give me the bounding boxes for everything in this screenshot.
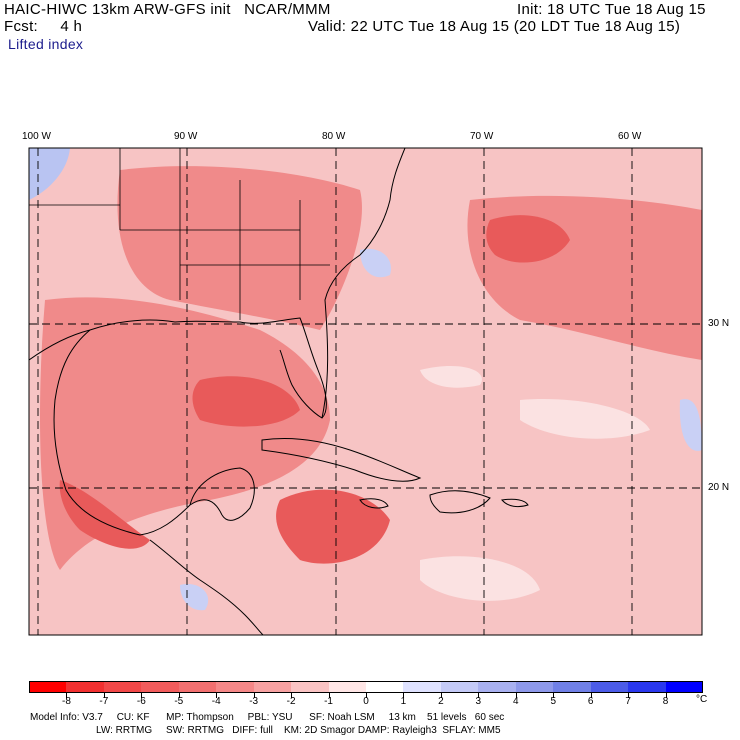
model-info-line-2: LW: RRTMG SW: RRTMG DIFF: full KM: 2D Sm… [96, 725, 501, 736]
atlantic-coast-line [321, 148, 406, 419]
gulf-coast-line [29, 317, 327, 419]
colorbar-segment [478, 681, 517, 693]
colorbar-label: 1 [400, 696, 407, 707]
colorbar-tick [403, 693, 405, 698]
colorbar-tick [141, 693, 143, 698]
colorbar-tick [366, 693, 367, 698]
colorbar-tick [178, 693, 180, 698]
colorbar-segment [253, 681, 292, 693]
puerto-rico-outline [501, 498, 529, 508]
field-name: Lifted index [8, 36, 84, 52]
colorbar-tick [553, 693, 555, 698]
colorbar-segment [515, 681, 554, 693]
lon-label-70w: 70 W [470, 131, 494, 142]
colorbar-unit: °C [696, 694, 708, 705]
colorbar-segment [216, 681, 255, 693]
colorbar-label: 3 [475, 696, 482, 707]
caribbean-instability-region [276, 489, 390, 564]
colorbar-label: -4 [211, 696, 221, 707]
lat-label-30n: 30 N [708, 318, 730, 329]
model-info-line-1: Model Info: V3.7 CU: KF MP: Thompson PBL… [30, 712, 505, 723]
colorbar-tick [328, 693, 330, 698]
colorbar-label: -5 [174, 696, 184, 707]
central-america-coast-line [149, 539, 264, 635]
neutral-patch-bahamas [420, 365, 482, 388]
colorbar-tick [291, 693, 293, 698]
colorbar-label: 6 [587, 696, 594, 707]
atlantic-core [486, 215, 570, 263]
neutral-patch-atlantic [520, 399, 650, 439]
colorbar-label: -1 [324, 696, 333, 707]
central-gulf-core [192, 376, 300, 427]
lon-label-90w: 90 W [174, 131, 198, 142]
jamaica-outline [359, 498, 389, 509]
state-border-lines [29, 148, 330, 320]
hispaniola-outline [429, 490, 491, 514]
colorbar-segment [29, 681, 67, 693]
colorbar-tick [590, 693, 592, 698]
colorbar-tick [515, 693, 517, 698]
colorbar-outline [29, 681, 703, 693]
forecast-hour: Fcst: 4 h [4, 18, 83, 35]
gulf-instability-region [40, 297, 330, 570]
colorbar-segment [66, 681, 105, 693]
colorbar-segment [440, 681, 479, 693]
colorbar-segment [366, 681, 404, 693]
stable-patch-northwest [29, 148, 70, 200]
colorbar-tick [216, 693, 218, 698]
neutral-patch-south [420, 556, 540, 601]
cuba-outline [261, 438, 422, 482]
colorbar-label: -8 [61, 696, 71, 707]
colorbar-label: -7 [99, 696, 109, 707]
colorbar-segment [178, 681, 217, 693]
colorbar-tick [440, 693, 442, 698]
yucatan-coast-line [189, 467, 255, 521]
colorbar-label: -3 [249, 696, 259, 707]
colorbar-label: 4 [512, 696, 519, 707]
colorbar-segment [590, 681, 629, 693]
colorbar-segment [291, 681, 330, 693]
colorbar-segment [328, 681, 367, 693]
lon-label-60w: 60 W [618, 131, 642, 142]
model-title: HAIC-HIWC 13km ARW-GFS init NCAR/MMM [4, 1, 331, 18]
colorbar-tick [253, 693, 255, 698]
colorbar-segment [403, 681, 442, 693]
colorbar-label: 2 [438, 696, 444, 707]
map-frame [28, 147, 703, 636]
init-time: Init: 18 UTC Tue 18 Aug 15 [517, 1, 706, 18]
colorbar-label: 8 [662, 696, 669, 707]
lon-label-100w: 100 W [22, 131, 51, 142]
colorbar-tick [103, 693, 105, 698]
colorbar-segment [628, 681, 667, 693]
valid-time: Valid: 22 UTC Tue 18 Aug 15 (20 LDT Tue … [308, 18, 681, 35]
lat-label-20n: 20 N [708, 482, 730, 493]
colorbar-label: -6 [136, 696, 146, 707]
colorbar-tick [478, 693, 480, 698]
lon-label-80w: 80 W [322, 131, 346, 142]
stable-patch-east [679, 399, 702, 451]
colorbar-label: 5 [550, 696, 556, 707]
stable-patch-carolina [360, 248, 391, 278]
colorbar-label: 0 [363, 696, 369, 707]
colorbar-label: -2 [286, 696, 296, 707]
colorbar-segment [665, 681, 704, 693]
colorbar-segment [141, 681, 180, 693]
colorbar-label: 7 [625, 696, 631, 707]
colorbar-tick [665, 693, 667, 698]
colorbar-segment [103, 681, 142, 693]
colorbar-tick [66, 693, 68, 698]
colorbar-segment [553, 681, 592, 693]
colorbar-tick [628, 693, 630, 698]
